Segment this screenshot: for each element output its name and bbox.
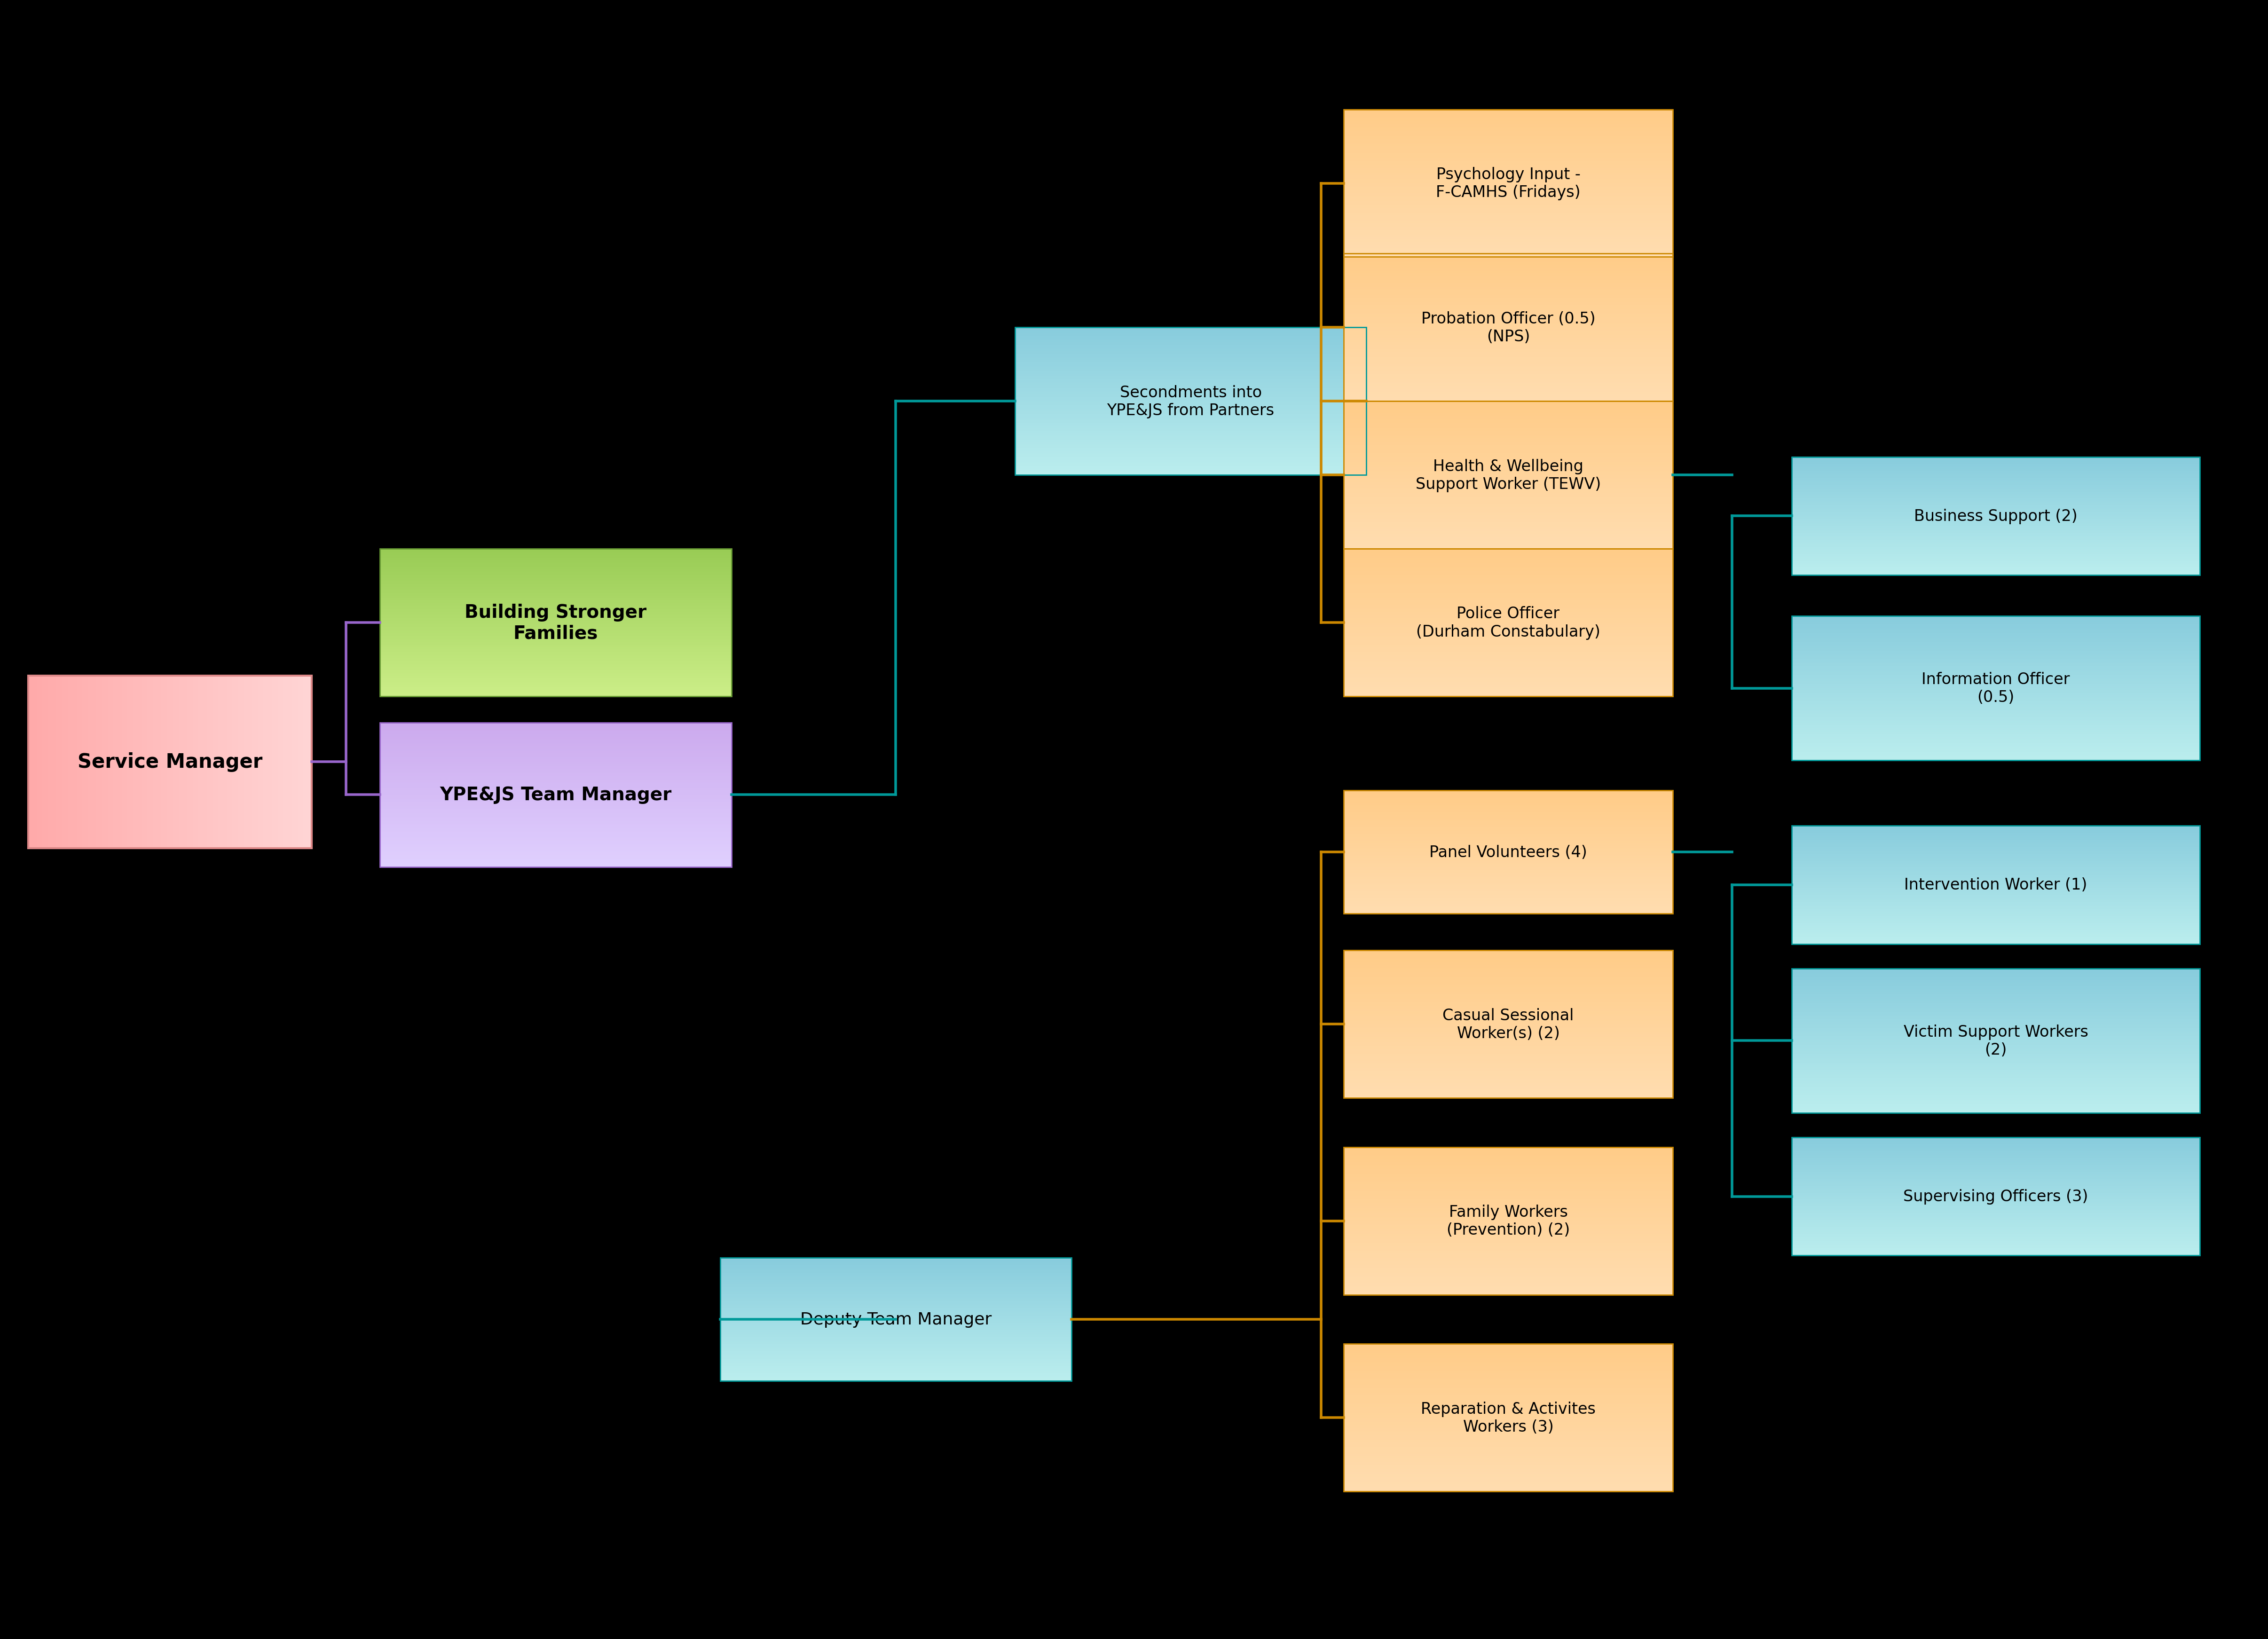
Bar	[1343, 1147, 1672, 1295]
Bar	[1792, 1137, 2200, 1255]
Text: Casual Sessional
Worker(s) (2): Casual Sessional Worker(s) (2)	[1442, 1008, 1574, 1041]
Bar	[1343, 402, 1672, 549]
Bar	[1343, 110, 1672, 257]
Bar	[1343, 1344, 1672, 1491]
Bar	[1343, 792, 1672, 915]
Bar	[27, 675, 311, 849]
Text: Family Workers
(Prevention) (2): Family Workers (Prevention) (2)	[1447, 1205, 1569, 1237]
Text: Police Officer
(Durham Constabulary): Police Officer (Durham Constabulary)	[1415, 606, 1601, 639]
Bar	[1792, 457, 2200, 575]
Text: YPE&JS Team Manager: YPE&JS Team Manager	[440, 787, 671, 803]
Bar	[1792, 616, 2200, 760]
Bar	[379, 549, 730, 697]
Text: Secondments into
YPE&JS from Partners: Secondments into YPE&JS from Partners	[1107, 385, 1275, 418]
Text: Victim Support Workers
(2): Victim Support Workers (2)	[1903, 1024, 2089, 1057]
Text: Information Officer
(0.5): Information Officer (0.5)	[1921, 672, 2071, 705]
Bar	[1792, 826, 2200, 944]
Text: Service Manager: Service Manager	[77, 752, 263, 772]
Text: Psychology Input -
F-CAMHS (Fridays): Psychology Input - F-CAMHS (Fridays)	[1436, 167, 1581, 200]
Text: Building Stronger
Families: Building Stronger Families	[465, 603, 646, 642]
Text: Business Support (2): Business Support (2)	[1914, 508, 2077, 524]
Bar	[1343, 254, 1672, 402]
Bar	[1792, 969, 2200, 1113]
Text: Intervention Worker (1): Intervention Worker (1)	[1905, 877, 2087, 893]
Text: Supervising Officers (3): Supervising Officers (3)	[1903, 1188, 2089, 1205]
Text: Reparation & Activites
Workers (3): Reparation & Activites Workers (3)	[1420, 1401, 1597, 1434]
Text: Panel Volunteers (4): Panel Volunteers (4)	[1429, 844, 1588, 860]
Bar	[1014, 328, 1365, 475]
Text: Health & Wellbeing
Support Worker (TEWV): Health & Wellbeing Support Worker (TEWV)	[1415, 459, 1601, 492]
Bar	[1343, 549, 1672, 697]
Bar	[1343, 951, 1672, 1098]
Text: Probation Officer (0.5)
(NPS): Probation Officer (0.5) (NPS)	[1422, 311, 1594, 344]
Text: Deputy Team Manager: Deputy Team Manager	[801, 1311, 991, 1328]
Bar	[719, 1259, 1070, 1380]
Bar	[379, 723, 730, 867]
